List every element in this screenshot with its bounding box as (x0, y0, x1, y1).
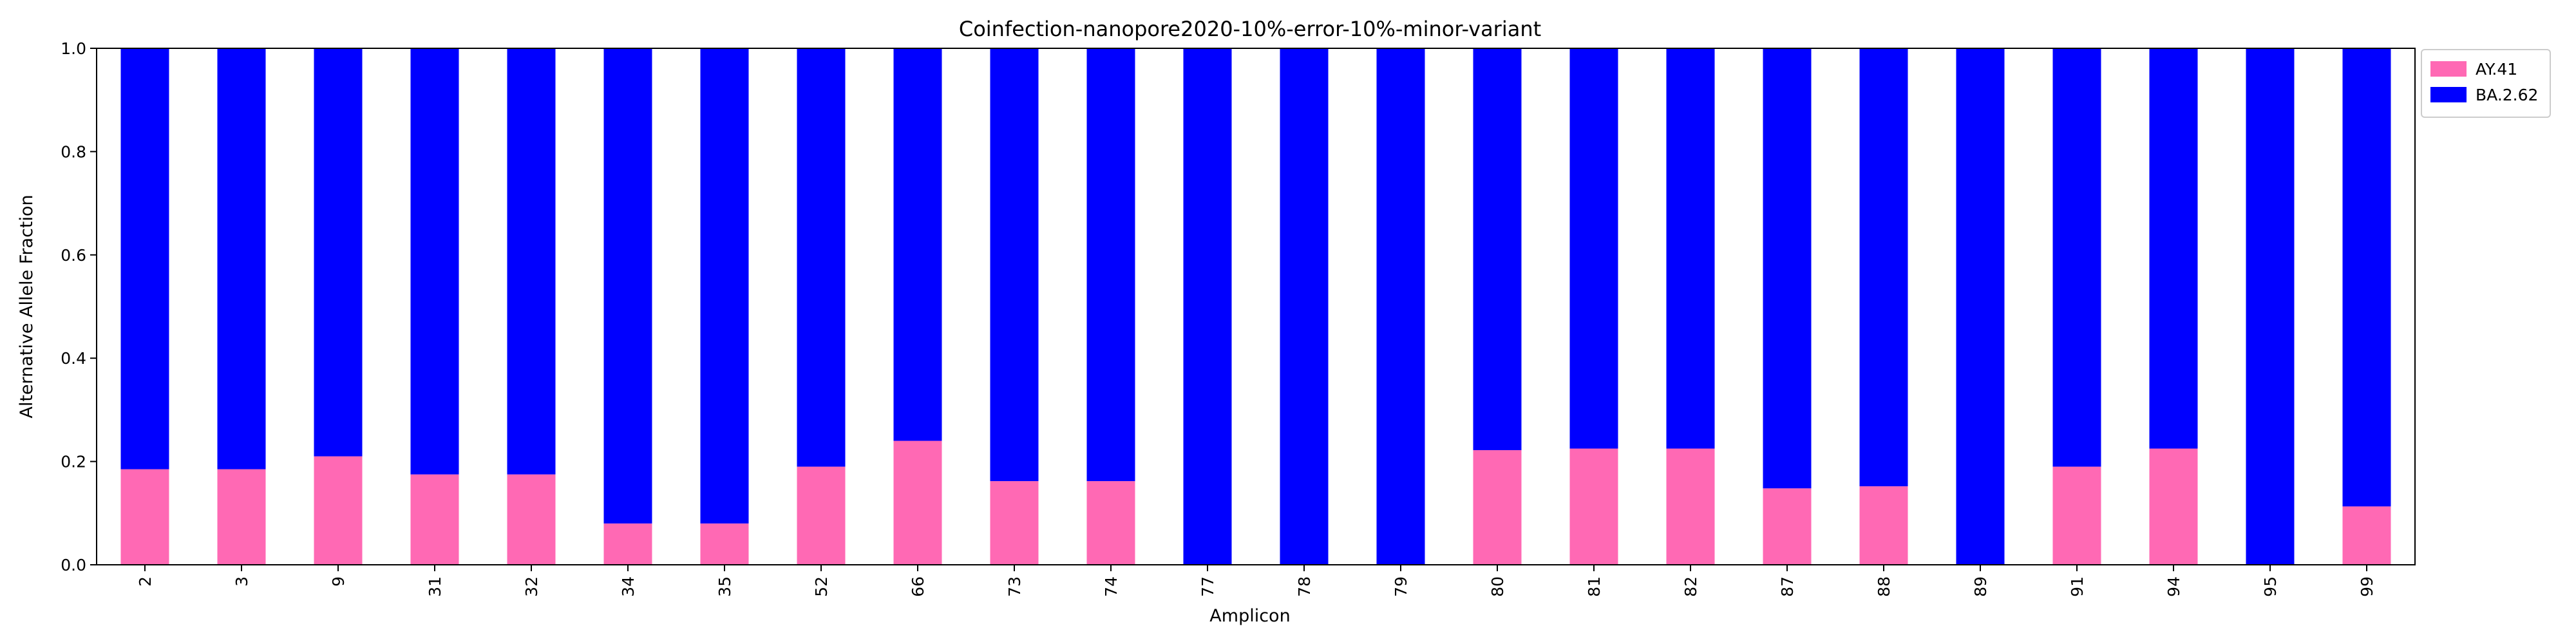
bar-ay41-99 (2342, 506, 2391, 565)
x-tick-label: 9 (329, 576, 348, 587)
y-tick-label: 0.0 (61, 556, 86, 574)
x-tick-label: 52 (812, 576, 831, 597)
x-tick-label: 82 (1681, 576, 1700, 597)
y-tick-label: 0.8 (61, 142, 86, 161)
y-tick-label: 0.6 (61, 246, 86, 265)
x-tick-label: 34 (619, 576, 638, 597)
bar-ba262-77 (1183, 48, 1232, 565)
x-tick-label: 77 (1198, 576, 1217, 597)
x-tick-label: 66 (909, 576, 927, 597)
bar-ba262-82 (1666, 48, 1715, 449)
x-tick-label: 99 (2358, 576, 2376, 597)
bar-ba262-95 (2246, 48, 2295, 565)
bar-ay41-74 (1086, 481, 1135, 565)
bar-ay41-88 (1859, 486, 1908, 565)
bar-ba262-32 (507, 48, 556, 475)
bar-ba262-2 (120, 48, 169, 469)
bar-ay41-34 (603, 523, 652, 565)
bar-ba262-79 (1376, 48, 1425, 565)
y-tick-label: 0.2 (61, 453, 86, 471)
y-tick-label: 0.4 (61, 349, 86, 368)
legend-swatch-ba262 (2430, 87, 2467, 102)
x-tick-label: 73 (1005, 576, 1024, 597)
x-tick-label: 35 (715, 576, 734, 597)
y-axis: 0.0 0.2 0.4 0.6 0.8 1.0 (61, 39, 97, 574)
bar-ba262-78 (1280, 48, 1329, 565)
x-tick-label: 87 (1778, 576, 1797, 597)
chart-title: Coinfection-nanopore2020-10%-error-10%-m… (959, 17, 1541, 41)
bar-ay41-82 (1666, 448, 1715, 565)
bar-ba262-91 (2052, 48, 2101, 467)
x-axis: 2 3 9 31 32 34 35 52 66 73 74 77 78 79 80 81 82 87 88 89 91 9… (136, 565, 2376, 597)
bar-ay41-91 (2052, 466, 2101, 565)
legend-label-ba262: BA.2.62 (2476, 86, 2538, 104)
x-tick-label: 80 (1488, 576, 1507, 597)
x-tick-label: 78 (1295, 576, 1314, 597)
x-tick-label: 88 (1875, 576, 1893, 597)
bar-ba262-73 (990, 48, 1039, 482)
bar-ba262-87 (1763, 48, 1812, 489)
bar-ba262-66 (893, 48, 942, 441)
bar-ba262-31 (410, 48, 459, 475)
legend: AY.41 BA.2.62 (2421, 49, 2551, 118)
plot-frame (96, 48, 2416, 565)
x-tick-label: 2 (136, 576, 155, 587)
bar-ba262-52 (797, 48, 846, 467)
x-tick-label: 32 (522, 576, 541, 597)
bar-ay41-2 (120, 469, 169, 565)
x-axis-label: Amplicon (1209, 606, 1290, 626)
x-tick-label: 81 (1585, 576, 1604, 597)
bar-ba262-99 (2342, 48, 2391, 507)
bar-ay41-73 (990, 481, 1039, 565)
bar-ay41-80 (1473, 450, 1522, 565)
bars-layer (120, 48, 2391, 565)
bar-ay41-81 (1569, 448, 1618, 565)
x-tick-label: 89 (1971, 576, 1990, 597)
legend-swatch-ay41 (2430, 61, 2467, 77)
x-tick-label: 95 (2261, 576, 2280, 597)
y-tick-label: 1.0 (61, 39, 86, 58)
bar-ba262-74 (1086, 48, 1135, 482)
bar-ba262-81 (1569, 48, 1618, 449)
x-tick-label: 79 (1392, 576, 1410, 597)
x-tick-label: 31 (426, 576, 444, 597)
bar-ba262-34 (603, 48, 652, 524)
legend-label-ay41: AY.41 (2476, 60, 2517, 79)
bar-ay41-31 (410, 474, 459, 565)
bar-ay41-35 (700, 523, 749, 565)
bar-ay41-66 (893, 440, 942, 565)
bar-ay41-94 (2149, 448, 2198, 565)
bar-ba262-35 (700, 48, 749, 524)
bar-ba262-89 (1956, 48, 2005, 565)
bar-ay41-32 (507, 474, 556, 565)
bar-ba262-3 (217, 48, 266, 469)
x-tick-label: 3 (232, 576, 251, 587)
x-tick-label: 91 (2068, 576, 2087, 597)
bar-ba262-9 (314, 48, 363, 457)
bar-ay41-3 (217, 469, 266, 565)
y-axis-label: Alternative Allele Fraction (17, 194, 37, 418)
x-tick-label: 94 (2164, 576, 2183, 597)
bar-ay41-9 (314, 456, 363, 565)
bar-ba262-88 (1859, 48, 1908, 487)
bar-ay41-52 (797, 466, 846, 565)
x-tick-label: 74 (1102, 576, 1121, 597)
bar-ay41-87 (1763, 488, 1812, 565)
bar-ba262-94 (2149, 48, 2198, 449)
bar-ba262-80 (1473, 48, 1522, 450)
